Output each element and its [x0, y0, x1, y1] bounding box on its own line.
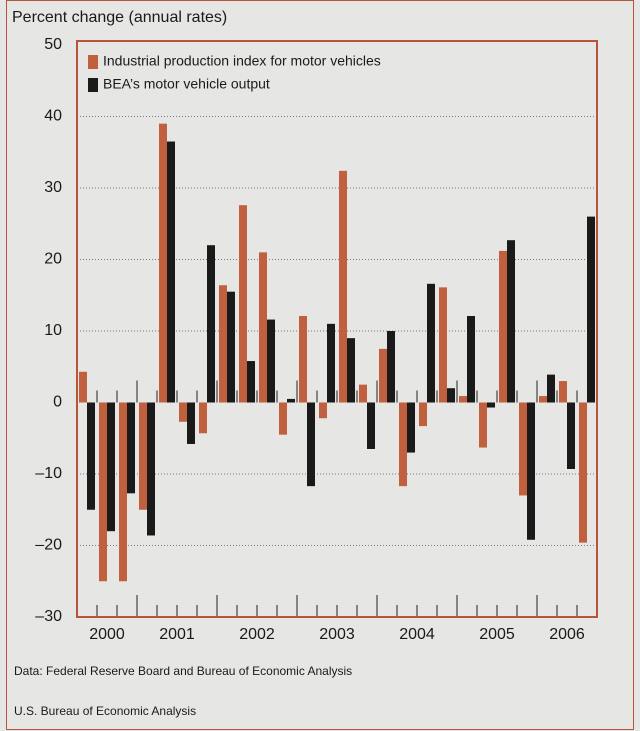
frame — [6, 0, 634, 730]
bar — [107, 402, 115, 532]
bar — [467, 315, 475, 403]
bar — [519, 402, 527, 496]
bar — [439, 287, 447, 403]
bar — [479, 402, 487, 448]
y-tick-label: 30 — [44, 179, 62, 196]
legend-label: BEA’s motor vehicle output — [103, 76, 270, 92]
bar — [447, 388, 455, 403]
bar — [567, 402, 575, 469]
legend-label: Industrial production index for motor ve… — [103, 53, 381, 69]
bar — [487, 402, 495, 408]
bar — [99, 402, 107, 582]
y-tick-label: 10 — [44, 322, 62, 339]
bar — [179, 402, 187, 422]
y-tick-label: –10 — [35, 465, 62, 482]
bar — [347, 338, 355, 403]
bar — [319, 402, 327, 419]
bar — [159, 123, 167, 403]
plot-frame — [76, 40, 598, 618]
bar — [459, 396, 467, 403]
bar — [127, 402, 135, 494]
bar — [87, 402, 95, 510]
bar — [407, 402, 415, 453]
bar — [227, 291, 235, 403]
x-tick-label: 2006 — [549, 626, 585, 643]
y-tick-label: –30 — [35, 608, 62, 625]
bar — [327, 323, 335, 403]
bar — [307, 402, 315, 487]
y-tick-label: 0 — [53, 394, 62, 411]
bar — [419, 402, 427, 427]
bar — [247, 361, 255, 403]
x-tick-label: 2004 — [399, 626, 435, 643]
bar — [167, 141, 175, 403]
y-tick-label: –20 — [35, 537, 62, 554]
bar — [139, 402, 147, 510]
bar — [287, 398, 295, 403]
bar — [559, 381, 567, 403]
y-tick-label: 40 — [44, 108, 62, 125]
x-tick-label: 2002 — [239, 626, 275, 643]
x-tick-label: 2005 — [479, 626, 515, 643]
x-tick-label: 2003 — [319, 626, 355, 643]
bar — [427, 283, 435, 403]
bar — [539, 396, 547, 403]
bar — [147, 402, 155, 536]
bar — [299, 315, 307, 403]
bar — [119, 402, 127, 582]
x-tick-label: 2001 — [159, 626, 195, 643]
bar — [267, 319, 275, 403]
bar — [187, 402, 195, 444]
bar — [387, 331, 395, 403]
bar — [367, 402, 375, 449]
bar — [259, 252, 267, 403]
bar — [359, 384, 367, 403]
x-tick-label: 2000 — [89, 626, 125, 643]
bar — [199, 402, 207, 434]
bar — [219, 285, 227, 403]
bar — [79, 371, 87, 403]
bar — [399, 402, 407, 487]
bar — [527, 402, 535, 540]
bar — [339, 170, 347, 403]
bar — [499, 250, 507, 403]
legend-swatch — [88, 78, 98, 92]
bar — [239, 205, 247, 403]
bar — [579, 402, 587, 543]
y-tick-label: 50 — [44, 36, 62, 53]
y-tick-label: 20 — [44, 251, 62, 268]
bar — [379, 348, 387, 403]
bar — [547, 374, 555, 403]
bar — [587, 216, 595, 403]
source-note: Data: Federal Reserve Board and Bureau o… — [14, 664, 352, 678]
credit: U.S. Bureau of Economic Analysis — [14, 704, 196, 718]
axis-title: Percent change (annual rates) — [12, 9, 227, 26]
bar — [207, 245, 215, 403]
bar — [279, 402, 287, 435]
bar — [507, 240, 515, 403]
legend-swatch — [88, 55, 98, 69]
